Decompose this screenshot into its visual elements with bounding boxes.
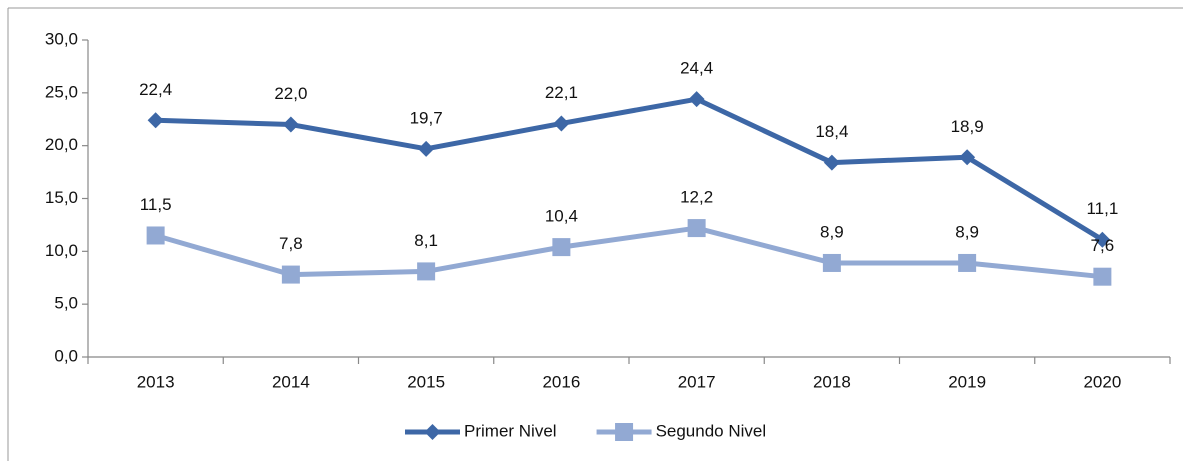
data-label: 22,4 [139, 80, 172, 99]
data-label: 7,6 [1091, 236, 1115, 255]
point [146, 226, 165, 245]
y-tick-label: 25,0 [45, 82, 78, 101]
point [418, 140, 435, 157]
point [417, 262, 436, 281]
x-tick-label: 2020 [1083, 372, 1121, 391]
x-tick-label: 2017 [678, 372, 716, 391]
x-tick-label: 2015 [407, 372, 445, 391]
series-line [155, 96, 1104, 242]
point [1093, 267, 1112, 286]
y-tick-label: 10,0 [45, 241, 78, 260]
data-label: 7,8 [279, 234, 303, 253]
point [959, 149, 976, 166]
point [823, 154, 840, 171]
point [822, 253, 841, 272]
data-label: 18,4 [815, 122, 848, 141]
legend-label: Primer Nivel [464, 421, 557, 440]
point [958, 253, 977, 272]
y-tick-label: 15,0 [45, 188, 78, 207]
x-tick-label: 2018 [813, 372, 851, 391]
y-tick-label: 0,0 [54, 346, 78, 365]
data-label: 22,0 [274, 84, 307, 103]
legend-marker [615, 423, 634, 441]
point [687, 219, 706, 238]
data-label: 8,1 [414, 231, 438, 250]
data-label: 12,2 [680, 188, 713, 207]
data-label: 8,9 [955, 222, 979, 241]
x-tick-label: 2019 [948, 372, 986, 391]
y-tick-label: 20,0 [45, 135, 78, 154]
point [552, 238, 571, 257]
y-tick-label: 30,0 [45, 29, 78, 48]
data-label: 22,1 [545, 83, 578, 102]
legend-marker [424, 424, 441, 440]
series-line [154, 225, 1103, 280]
data-label: 10,4 [545, 207, 578, 226]
point [553, 115, 570, 132]
data-label: 11,1 [1086, 199, 1118, 218]
x-tick-label: 2013 [137, 372, 175, 391]
point [1094, 231, 1111, 248]
data-label: 19,7 [410, 108, 443, 127]
data-label: 24,4 [680, 59, 713, 78]
data-label: 11,5 [140, 195, 172, 214]
data-label: 18,9 [951, 117, 984, 136]
x-tick-label: 2014 [272, 372, 310, 391]
point [147, 112, 164, 129]
y-tick-label: 5,0 [54, 294, 78, 313]
point [688, 91, 705, 108]
point [281, 265, 300, 284]
point [282, 116, 299, 133]
legend-label: Segundo Nivel [656, 421, 767, 440]
data-label: 8,9 [820, 222, 844, 241]
x-tick-label: 2016 [542, 372, 580, 391]
